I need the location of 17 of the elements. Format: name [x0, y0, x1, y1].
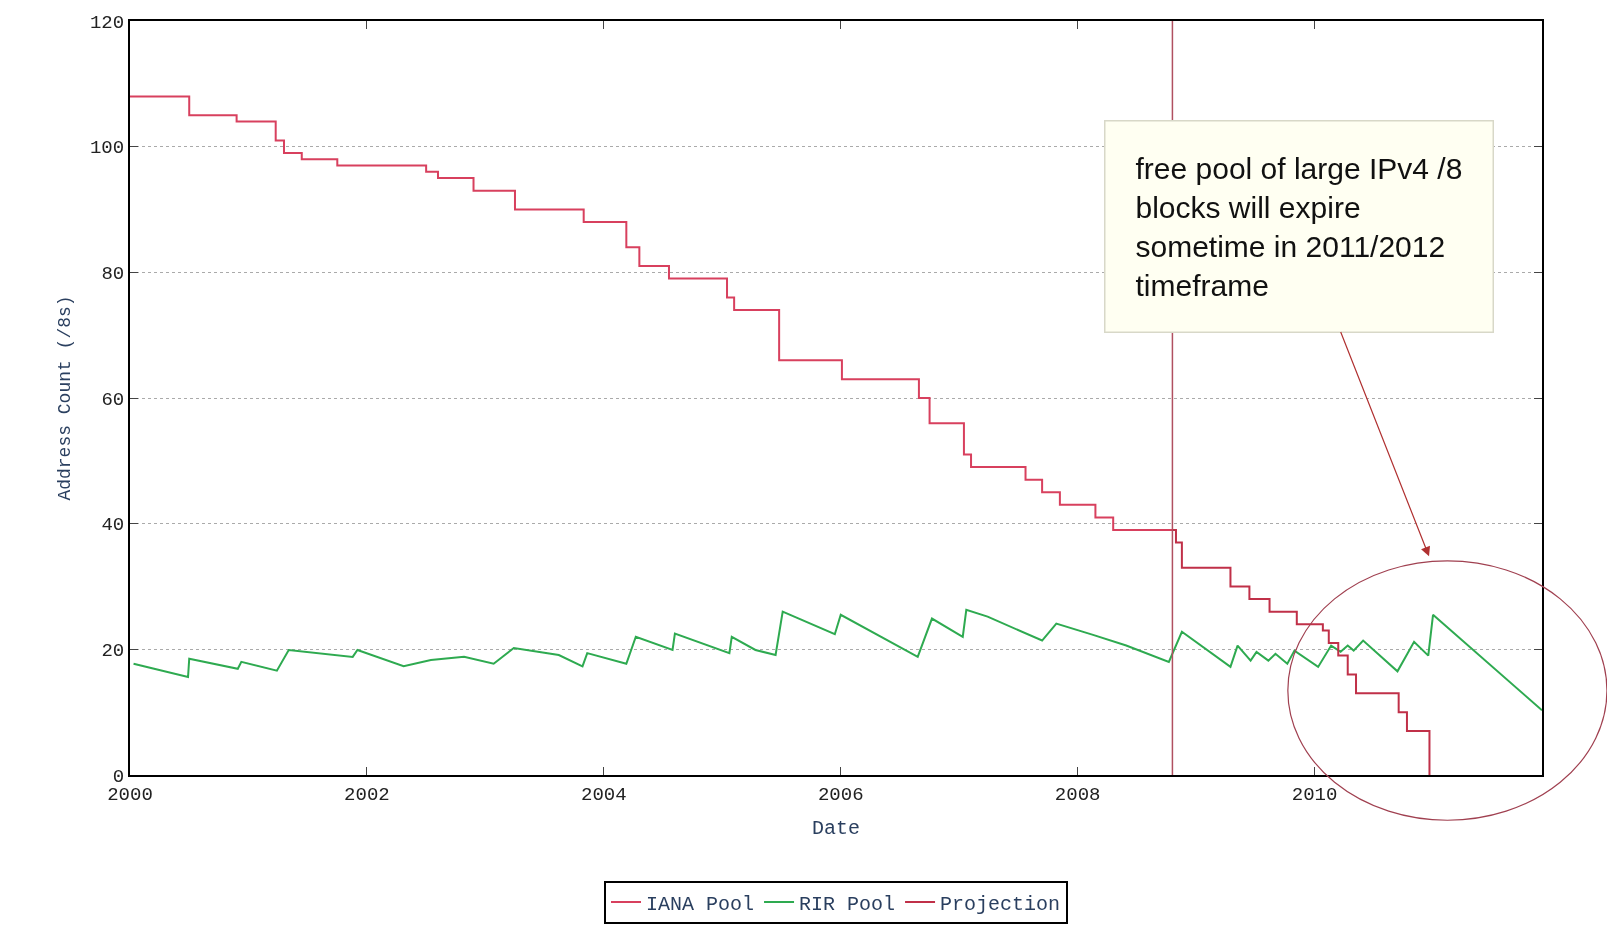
x-axis-title: Date	[811, 816, 861, 840]
y-tick-label: 100	[89, 137, 125, 160]
x-tick-label: 2010	[1291, 783, 1338, 806]
y-axis-title: Address Count (/8s)	[54, 295, 75, 501]
y-tick-label: 80	[101, 262, 125, 285]
y-tick-label: 40	[101, 514, 125, 537]
legend-label: Projection	[940, 892, 1061, 916]
y-tick-label: 60	[101, 388, 125, 411]
annotation: free pool of large IPv4 /8 blocks will expire sometime in 2011/2012 timeframe	[1135, 151, 1463, 302]
y-tick-label: 20	[101, 639, 125, 662]
y-tick-label: 120	[89, 11, 125, 34]
legend-label: RIR Pool	[799, 892, 896, 916]
x-tick-label: 2004	[581, 783, 627, 806]
x-tick-label: 2006	[817, 783, 864, 806]
x-tick-label: 2008	[1054, 783, 1101, 806]
x-tick-label: 2002	[344, 783, 390, 806]
legend-label: IANA Pool	[646, 892, 755, 916]
